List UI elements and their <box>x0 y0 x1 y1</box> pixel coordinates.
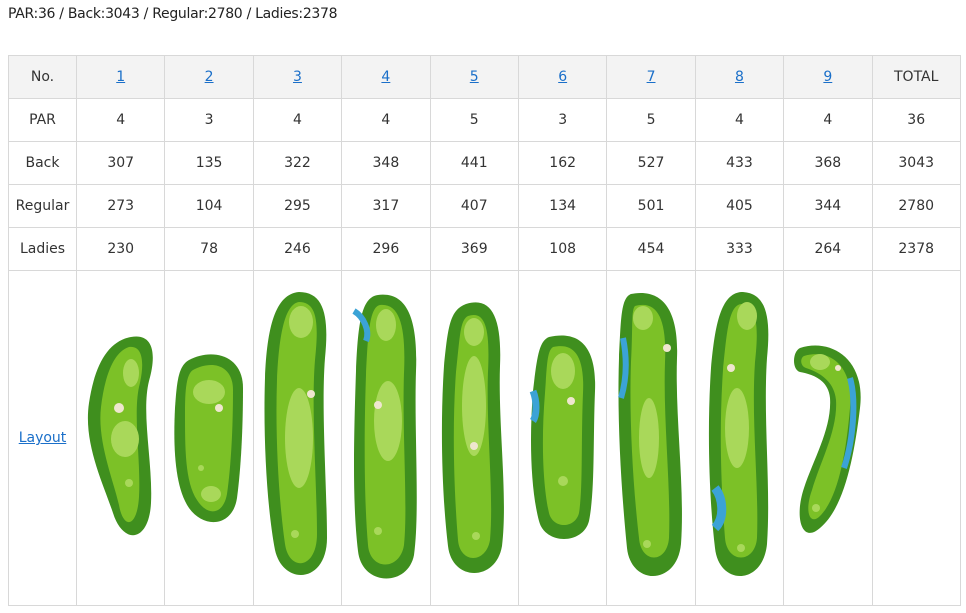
row-label: Back <box>8 141 77 185</box>
stat-row-par: PAR 4 3 4 4 5 3 5 4 4 36 <box>8 98 961 142</box>
hole-7-value: 527 <box>606 141 696 185</box>
total-value: 3043 <box>871 141 961 185</box>
hole-5-value: 407 <box>429 184 519 228</box>
hole-link-6[interactable]: 6 <box>558 69 568 85</box>
hole-6-value: 108 <box>517 227 608 271</box>
total-value: 2780 <box>871 184 961 228</box>
hole-7-value: 5 <box>606 98 696 142</box>
hole-7-map[interactable] <box>606 270 696 606</box>
hole-9-value: 344 <box>783 184 873 228</box>
layout-row: Layout <box>8 270 961 606</box>
hole-5-value: 369 <box>429 227 519 271</box>
hole-9-value: 4 <box>783 98 873 142</box>
hole-2-value: 3 <box>164 98 254 142</box>
hole-6-value: 3 <box>517 98 608 142</box>
hole-link-8[interactable]: 8 <box>734 69 744 85</box>
hole-8-value: 433 <box>694 141 785 185</box>
hole-2-value: 104 <box>164 184 254 228</box>
hole-link-2[interactable]: 2 <box>204 69 214 85</box>
hole-link-9[interactable]: 9 <box>823 69 833 85</box>
hole-4-value: 296 <box>341 227 431 271</box>
header-row: No. 1 2 3 4 5 6 7 8 9 TOTAL <box>8 55 961 99</box>
hole-link-1[interactable]: 1 <box>116 69 126 85</box>
total-layout-cell <box>871 270 961 606</box>
hole-3-value: 295 <box>252 184 343 228</box>
course-summary: PAR:36 / Back:3043 / Regular:2780 / Ladi… <box>8 6 338 22</box>
hole-link-3[interactable]: 3 <box>293 69 302 85</box>
hole-5-value: 5 <box>429 98 519 142</box>
hole-2-value: 78 <box>164 227 254 271</box>
total-value: 2378 <box>871 227 961 271</box>
hole-9-value: 368 <box>783 141 873 185</box>
hole-7-value: 454 <box>606 227 696 271</box>
row-label: PAR <box>8 98 77 142</box>
row-label: Regular <box>8 184 77 228</box>
stat-row-ladies: Ladies 230 78 246 296 369 108 454 333 264 2378 <box>8 227 961 271</box>
hole-5-value: 441 <box>429 141 519 185</box>
hole-4-value: 317 <box>341 184 431 228</box>
total-value: 36 <box>871 98 961 142</box>
hole-1-value: 4 <box>75 98 166 142</box>
hole-4-map[interactable] <box>341 270 431 606</box>
hole-9-map[interactable] <box>783 270 873 606</box>
hole-link-5[interactable]: 5 <box>469 69 479 85</box>
header-no-label: No. <box>8 55 77 99</box>
hole-1-map[interactable] <box>75 270 166 606</box>
hole-6-map[interactable] <box>517 270 608 606</box>
hole-7-value: 501 <box>606 184 696 228</box>
hole-8-value: 405 <box>694 184 785 228</box>
stat-row-regular: Regular 273 104 295 317 407 134 501 405 344 2780 <box>8 184 961 228</box>
hole-1-value: 273 <box>75 184 166 228</box>
hole-5-map[interactable] <box>429 270 519 606</box>
stat-row-back: Back 307 135 322 348 441 162 527 433 368 3043 <box>8 141 961 185</box>
hole-3-value: 4 <box>252 98 343 142</box>
hole-2-map[interactable] <box>164 270 254 606</box>
hole-4-value: 348 <box>341 141 431 185</box>
hole-2-value: 135 <box>164 141 254 185</box>
header-total-label: TOTAL <box>871 55 961 99</box>
hole-1-value: 307 <box>75 141 166 185</box>
hole-3-map[interactable] <box>252 270 343 606</box>
hole-link-4[interactable]: 4 <box>381 69 391 85</box>
scorecard-table: No. 1 2 3 4 5 6 7 8 9 TOTAL PAR 4 3 4 4 5 3 5 4 4… <box>8 55 961 606</box>
hole-link-7[interactable]: 7 <box>646 69 656 85</box>
hole-3-value: 246 <box>252 227 343 271</box>
hole-6-value: 162 <box>517 141 608 185</box>
hole-1-value: 230 <box>75 227 166 271</box>
row-label: Ladies <box>8 227 77 271</box>
layout-link[interactable]: Layout <box>18 430 67 446</box>
hole-8-map[interactable] <box>694 270 785 606</box>
hole-4-value: 4 <box>341 98 431 142</box>
hole-8-value: 4 <box>694 98 785 142</box>
hole-3-value: 322 <box>252 141 343 185</box>
hole-6-value: 134 <box>517 184 608 228</box>
hole-9-value: 264 <box>783 227 873 271</box>
hole-8-value: 333 <box>694 227 785 271</box>
